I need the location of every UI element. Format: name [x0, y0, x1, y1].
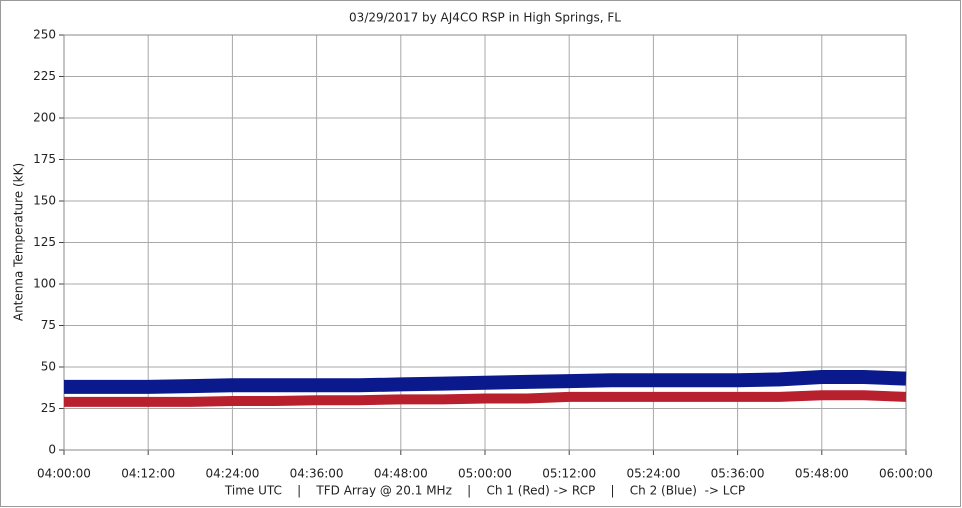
- x-axis-label: Time UTC | TFD Array @ 20.1 MHz | Ch 1 (…: [224, 484, 745, 498]
- x-tick-label: 05:12:00: [542, 467, 596, 481]
- y-tick-label: 25: [41, 401, 56, 415]
- y-tick-label: 200: [33, 111, 56, 125]
- x-tick-label: 05:24:00: [626, 467, 680, 481]
- y-tick-label: 75: [41, 318, 56, 332]
- series-line: [64, 370, 907, 394]
- y-tick-label: 175: [33, 152, 56, 166]
- x-tick-label: 06:00:00: [879, 467, 933, 481]
- chart-title: 03/29/2017 by AJ4CO RSP in High Springs,…: [349, 11, 621, 25]
- x-tick-label: 04:00:00: [37, 467, 91, 481]
- y-axis-label: Antenna Temperature (kK): [12, 163, 26, 321]
- x-tick-label: 04:36:00: [290, 467, 344, 481]
- y-tick-label: 225: [33, 69, 56, 83]
- x-tick-label: 05:36:00: [711, 467, 765, 481]
- y-tick-label: 50: [41, 360, 56, 374]
- series-line: [64, 390, 907, 407]
- x-tick-label: 04:12:00: [121, 467, 175, 481]
- y-tick-label: 150: [33, 194, 56, 208]
- x-tick-label: 05:00:00: [458, 467, 512, 481]
- plot-border: [63, 34, 907, 451]
- y-tick-label: 250: [33, 28, 56, 42]
- x-tick-label: 04:48:00: [374, 467, 428, 481]
- y-tick-label: 125: [33, 235, 56, 249]
- y-tick-label: 0: [48, 443, 56, 457]
- x-tick-label: 04:24:00: [205, 467, 259, 481]
- x-tick-label: 05:48:00: [795, 467, 849, 481]
- y-tick-label: 100: [33, 277, 56, 291]
